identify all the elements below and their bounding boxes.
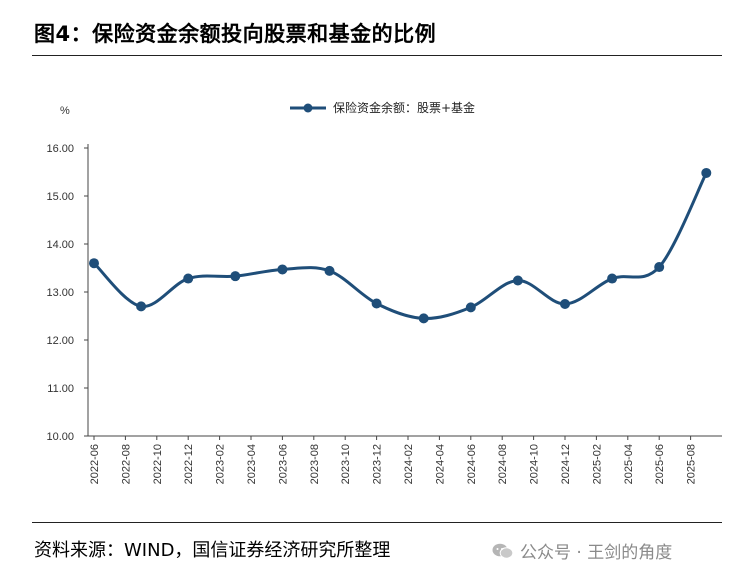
x-tick-label: 2024-04 [434,444,446,484]
data-point [512,275,523,286]
data-point [324,265,335,276]
wechat-icon [492,543,514,559]
data-point [136,301,147,312]
x-tick-label: 2024-12 [560,444,572,484]
data-point [371,298,382,309]
y-tick-label: 10.00 [46,431,74,443]
data-point [418,313,429,324]
series-group [89,167,712,324]
y-tick-label: 12.00 [46,335,74,347]
x-tick-label: 2024-10 [529,444,541,484]
data-point [465,302,476,313]
x-tick-label: 2023-08 [309,444,321,484]
legend: 保险资金余额：股票+基金 [290,100,475,115]
y-tick-label: 14.00 [46,239,74,251]
data-point [277,264,288,275]
watermark-text: 公众号 · 王剑的角度 [520,543,673,563]
y-tick-label: 16.00 [46,143,74,155]
y-tick-label: 15.00 [46,191,74,203]
legend-marker-swatch [303,103,313,113]
x-tick-label: 2022-12 [183,444,195,484]
series-line [92,172,708,320]
x-tick-label: 2024-08 [497,444,509,484]
data-point [560,299,570,309]
x-tick-label: 2022-08 [120,444,132,484]
x-axis: 2022-06 2022-08 2022-10 2022-12 2023-02 2023-… [88,435,722,484]
data-point [183,273,194,284]
x-tick-label: 2025-06 [654,444,666,484]
x-tick-label: 2025-02 [591,444,603,484]
x-tick-label: 2023-02 [215,444,227,484]
line-chart: 10.00 11.00 12.00 13.00 14.00 15.00 16.00 2022… [46,100,722,484]
x-tick-label: 2023-04 [246,444,258,484]
x-tick-label: 2024-06 [466,444,478,484]
y-axis-unit-label: % [60,105,70,117]
source-divider [32,522,722,523]
x-tick-label: 2022-06 [89,444,101,484]
data-point [607,273,618,284]
data-point [230,271,241,282]
figure-title: 图4：保险资金余额投向股票和基金的比例 [34,22,437,46]
data-point [654,262,665,273]
watermark: 公众号 · 王剑的角度 [492,538,672,563]
source-note: 资料来源：WIND，国信证券经济研究所整理 [34,540,391,561]
x-tick-label: 2023-10 [340,444,352,484]
data-point [89,258,99,269]
y-tick-label: 11.00 [47,383,74,395]
title-divider [32,55,722,56]
x-tick-label: 2024-02 [403,444,415,484]
x-tick-label: 2023-06 [277,444,289,484]
data-point [701,167,712,178]
x-tick-label: 2022-10 [152,444,164,484]
x-tick-label: 2023-12 [372,444,384,484]
y-tick-label: 13.00 [46,287,74,299]
x-tick-label: 2025-08 [686,444,698,484]
legend-label: 保险资金余额：股票+基金 [333,100,475,115]
y-axis: 10.00 11.00 12.00 13.00 14.00 15.00 16.00 [46,143,89,443]
x-tick-label: 2025-04 [623,444,635,484]
